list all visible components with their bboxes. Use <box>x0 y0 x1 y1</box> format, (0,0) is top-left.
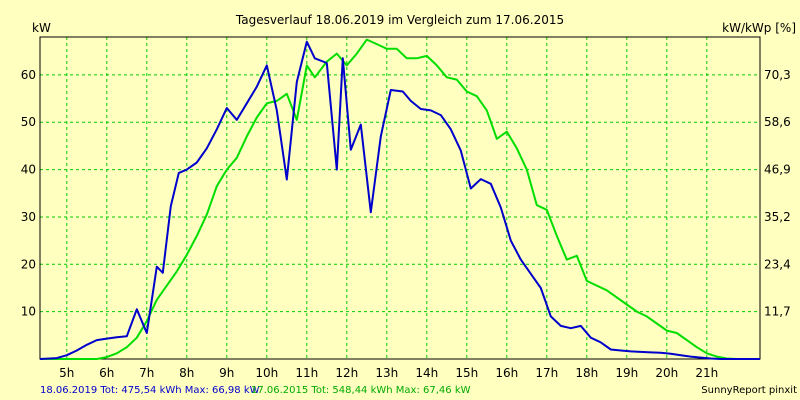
footer-series-1: 18.06.2019 Tot: 475,54 kWh Max: 66,98 kW <box>40 385 260 396</box>
y-left-tick-label: 60 <box>21 68 36 82</box>
y-right-tick-label: 11,7 <box>764 305 791 319</box>
plot-area <box>40 37 760 359</box>
x-tick-label: 13h <box>375 366 398 380</box>
y-axis-left: 10 20 30 40 50 60 <box>21 68 36 319</box>
y-right-tick-label: 58,6 <box>764 115 791 129</box>
x-tick-label: 9h <box>219 366 234 380</box>
x-tick-label: 5h <box>59 366 74 380</box>
x-tick-label: 15h <box>455 366 478 380</box>
x-tick-label: 21h <box>695 366 718 380</box>
chart-title: Tagesverlauf 18.06.2019 im Vergleich zum… <box>235 13 564 27</box>
series-line-2015 <box>40 38 760 360</box>
y-axis-left-label: kW <box>32 21 51 35</box>
y-right-tick-label: 23,4 <box>764 257 791 271</box>
x-tick-label: 7h <box>139 366 154 380</box>
plot-border <box>39 36 761 360</box>
y-axis-right-label: kW/kWp [%] <box>722 21 796 35</box>
x-axis: 5h 6h 7h 8h 9h 10h 11h 12h 13h 14h 15h 16h 17h 18h 19h… <box>59 366 718 380</box>
x-tick-label: 16h <box>495 366 518 380</box>
x-tick-label: 18h <box>575 366 598 380</box>
y-right-tick-label: 46,9 <box>764 163 791 177</box>
x-tick-label: 10h <box>255 366 278 380</box>
x-tick-label: 6h <box>99 366 114 380</box>
series-line-2019 <box>39 40 760 360</box>
x-tick-label: 14h <box>415 366 438 380</box>
y-left-tick-label: 10 <box>21 305 36 319</box>
x-tick-label: 17h <box>535 366 558 380</box>
footer-credit: SunnyReport pinxit <box>701 385 797 396</box>
x-tick-label: 11h <box>295 366 318 380</box>
y-left-tick-label: 30 <box>21 210 36 224</box>
y-right-tick-label: 35,2 <box>764 210 791 224</box>
footer-series-2: 17.06.2015 Tot: 548,44 kWh Max: 67,46 kW <box>251 385 471 396</box>
grid <box>40 37 760 359</box>
y-right-tick-label: 70,3 <box>764 68 791 82</box>
x-tick-label: 12h <box>335 366 358 380</box>
x-tick-label: 19h <box>615 366 638 380</box>
y-left-tick-label: 50 <box>21 115 36 129</box>
x-tick-label: 8h <box>179 366 194 380</box>
y-axis-right: 11,7 23,4 35,2 46,9 58,6 70,3 <box>764 68 791 319</box>
y-left-tick-label: 40 <box>21 163 36 177</box>
series-group <box>39 38 760 360</box>
y-left-tick-label: 20 <box>21 257 36 271</box>
x-tick-label: 20h <box>655 366 678 380</box>
